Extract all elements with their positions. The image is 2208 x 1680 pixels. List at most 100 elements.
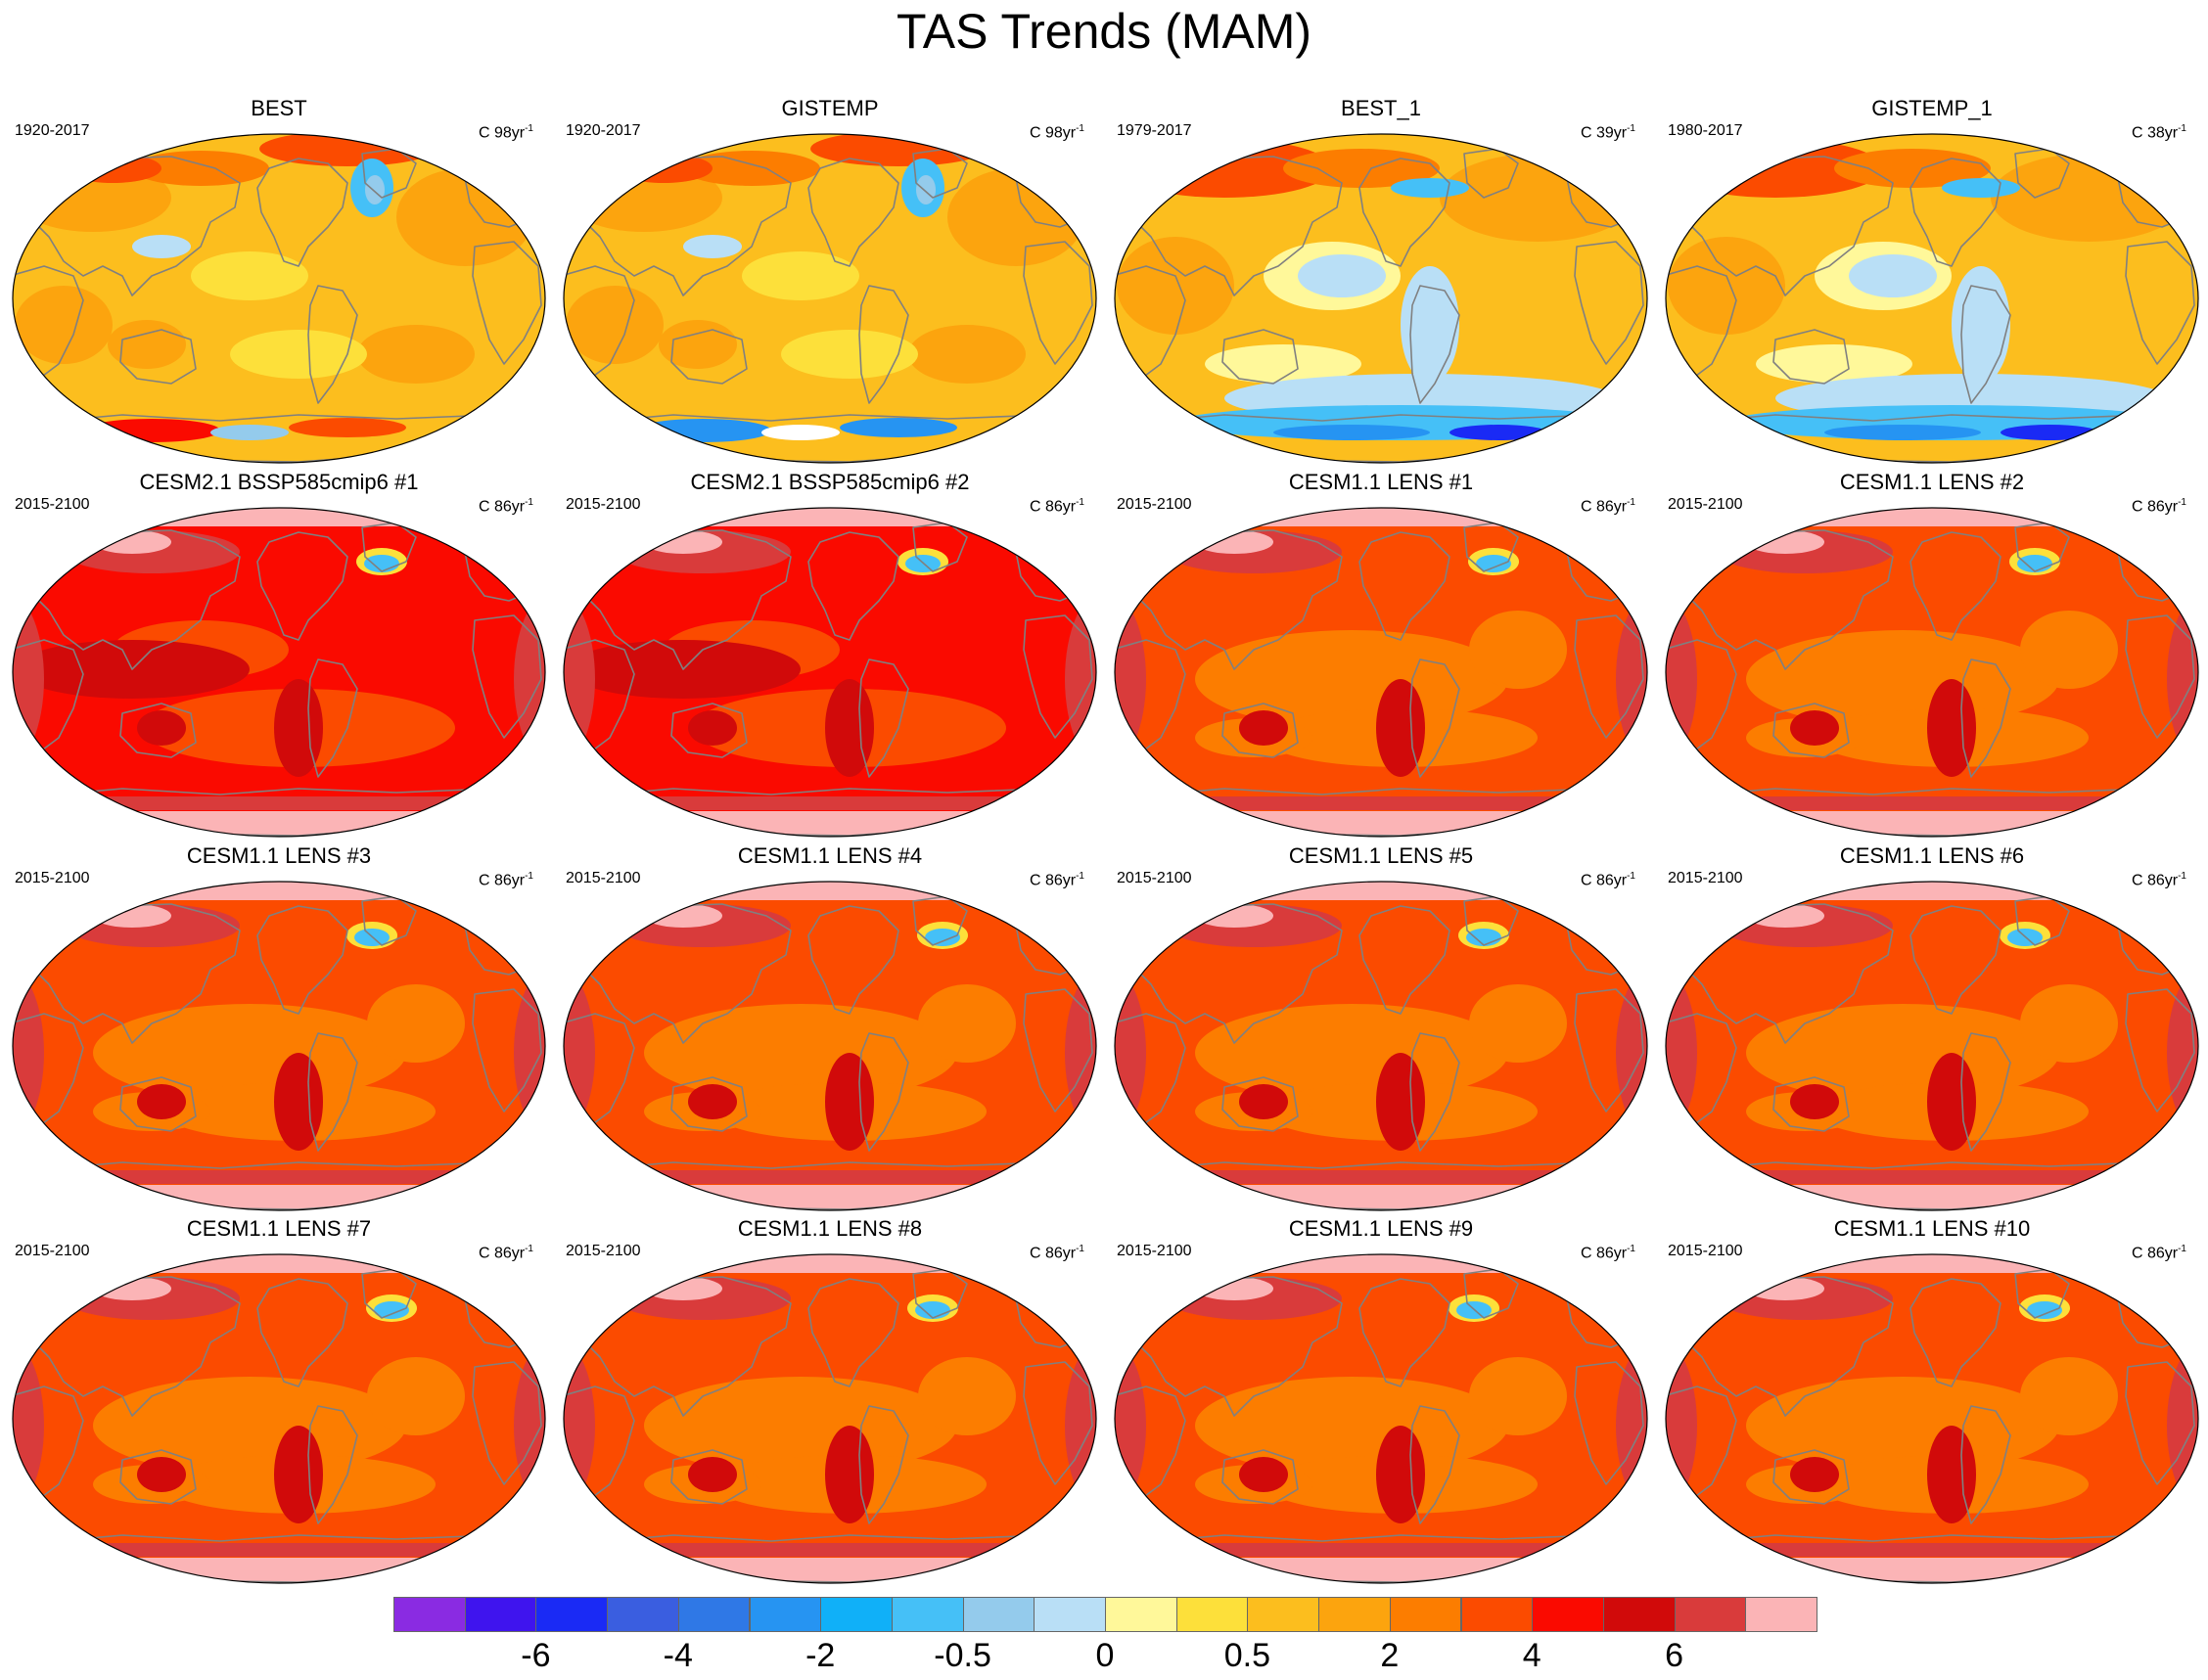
panel-period: 2015-2100 xyxy=(566,1243,641,1259)
trend-region xyxy=(644,1277,722,1300)
trend-region xyxy=(132,151,269,186)
trend-region xyxy=(1746,1277,1824,1300)
colorbar-label: 2 xyxy=(1380,1637,1400,1674)
map-panel: CESM1.1 LENS #9 2015-2100 C 86yr-1 xyxy=(1107,1216,1655,1590)
coastline-africa2 xyxy=(472,241,542,365)
trend-region xyxy=(1298,254,1386,297)
units-exponent: -1 xyxy=(2178,123,2186,134)
coastline-africa2 xyxy=(1023,241,1093,365)
units-base: C 86yr xyxy=(2131,498,2179,516)
panel-period: 2015-2100 xyxy=(1668,1243,1743,1259)
coastline-samerica xyxy=(307,1405,358,1524)
panel-title: CESM1.1 LENS #7 xyxy=(186,1216,372,1241)
units-exponent: -1 xyxy=(525,1244,533,1254)
colorbar-segment xyxy=(820,1597,893,1632)
colorbar-label: -2 xyxy=(805,1637,836,1674)
coastline-africa2 xyxy=(2125,1361,2195,1485)
trend-region xyxy=(1115,1254,1647,1273)
coastline-asia xyxy=(1126,903,1343,1044)
trend-region xyxy=(918,984,1016,1063)
coastline-australia xyxy=(119,1449,197,1505)
colorbar-segment xyxy=(1532,1597,1604,1632)
panel-units: C 86yr-1 xyxy=(479,1240,533,1263)
trend-region xyxy=(1666,508,2198,526)
coastline-samerica xyxy=(307,658,358,778)
coastline-samerica xyxy=(1409,658,1460,778)
colorbar-label: -0.5 xyxy=(934,1637,991,1674)
colorbar-segment xyxy=(1745,1597,1817,1632)
trend-region xyxy=(564,1543,1096,1557)
coastline-samerica xyxy=(1960,1405,2011,1524)
map-panel: CESM2.1 BSSP585cmip6 #1 2015-2100 C 86yr-1 xyxy=(5,470,553,843)
units-exponent: -1 xyxy=(2178,1244,2186,1254)
coastline-asia xyxy=(575,156,792,296)
trend-region xyxy=(137,710,186,746)
coastline-samerica xyxy=(1409,1405,1460,1524)
coastline-asia xyxy=(1677,903,1894,1044)
trend-region xyxy=(742,251,859,300)
coastline-samerica xyxy=(1960,658,2011,778)
trend-region xyxy=(2027,1301,2062,1319)
coastline-africa2 xyxy=(472,614,542,739)
trend-region xyxy=(918,1357,1016,1435)
coastline-africa2 xyxy=(2125,614,2195,739)
coastline-asia xyxy=(1677,156,1894,296)
panel-period: 2015-2100 xyxy=(1117,496,1192,513)
map-panel: CESM1.1 LENS #1 2015-2100 C 86yr-1 xyxy=(1107,470,1655,843)
units-exponent: -1 xyxy=(1076,871,1084,882)
panel-period: 2015-2100 xyxy=(566,496,641,513)
coastline-australia xyxy=(670,1449,748,1505)
colorbar-segment xyxy=(1105,1597,1177,1632)
coastline-namerica xyxy=(1358,1278,1450,1387)
colorbar-segment xyxy=(1602,1597,1676,1632)
trend-region xyxy=(132,235,191,258)
trend-region xyxy=(93,904,171,928)
trend-region xyxy=(644,904,722,928)
trend-region xyxy=(1195,630,1508,728)
map-panel: CESM1.1 LENS #8 2015-2100 C 86yr-1 xyxy=(556,1216,1104,1590)
coastline-australia xyxy=(1772,329,1850,385)
coastline-asia xyxy=(23,903,241,1044)
trend-region xyxy=(1666,1543,2198,1557)
figure-title: TAS Trends (MAM) xyxy=(896,4,1312,59)
trend-region xyxy=(2020,984,2118,1063)
panel-title: CESM2.1 BSSP585cmip6 #1 xyxy=(139,470,419,494)
trend-region xyxy=(1666,882,2198,900)
trend-region xyxy=(1991,154,2186,242)
trend-region xyxy=(810,134,987,166)
coastline-australia xyxy=(670,329,748,385)
units-base: C 98yr xyxy=(1029,124,1077,142)
coastline-namerica xyxy=(1358,158,1450,267)
map-border xyxy=(12,1253,546,1584)
panel-period: 1979-2017 xyxy=(1117,122,1192,139)
trend-region xyxy=(1666,796,2198,810)
trend-map xyxy=(563,507,1097,838)
panel-title: CESM1.1 LENS #6 xyxy=(1839,843,2025,868)
trend-region xyxy=(1746,1377,2059,1475)
trend-region xyxy=(108,320,186,369)
panel-units: C 38yr-1 xyxy=(2132,119,2186,143)
map-panel: CESM1.1 LENS #10 2015-2100 C 86yr-1 xyxy=(1658,1216,2206,1590)
trend-map xyxy=(563,881,1097,1211)
panel-units: C 39yr-1 xyxy=(1581,119,1635,143)
colorbar-label: 4 xyxy=(1522,1637,1541,1674)
panel-units: C 98yr-1 xyxy=(1030,119,1084,143)
map-panel: GISTEMP 1920-2017 C 98yr-1 xyxy=(556,96,1104,470)
panel-title: CESM1.1 LENS #4 xyxy=(737,843,923,868)
trend-region xyxy=(947,168,1084,266)
trend-region xyxy=(274,1426,323,1523)
trend-region xyxy=(1927,679,1976,777)
panel-title: CESM1.1 LENS #2 xyxy=(1839,470,2025,494)
trend-region xyxy=(1115,882,1647,900)
coastline-australia xyxy=(119,703,197,758)
colorbar-segment xyxy=(1460,1597,1534,1632)
colorbar-segment xyxy=(464,1597,537,1632)
coastline-africa2 xyxy=(2125,241,2195,365)
trend-region xyxy=(1927,1053,1976,1151)
trend-region xyxy=(688,1084,737,1119)
trend-region xyxy=(1239,1457,1288,1492)
trend-region xyxy=(781,330,918,379)
coastline-africa2 xyxy=(1574,614,1644,739)
trend-region xyxy=(367,1357,465,1435)
panel-period: 1980-2017 xyxy=(1668,122,1743,139)
